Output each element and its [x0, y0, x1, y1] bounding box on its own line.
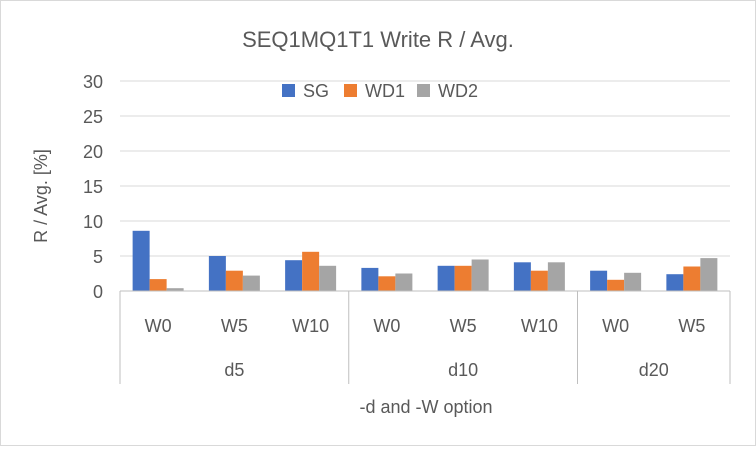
bar-wd2: [471, 259, 489, 291]
x-tick-label: W10: [521, 316, 558, 336]
y-tick-label: 20: [83, 142, 103, 162]
axes: 0 5 10 15 20 25 30 W0 W5 W10 W0 W5 W10 W0 W5 d5 d10 d20: [83, 72, 731, 384]
x-tick-label: W5: [221, 316, 248, 336]
group-label: d10: [448, 360, 478, 380]
bar-wd1: [454, 265, 472, 291]
bar-wd1: [149, 279, 167, 291]
bar-wd1: [225, 270, 243, 291]
bar-wd1: [378, 276, 396, 291]
y-tick-label: 5: [93, 247, 103, 267]
bar-wd2: [700, 258, 718, 291]
bar-sg: [361, 267, 379, 291]
bar-wd1: [530, 270, 548, 291]
bar-sg: [513, 262, 531, 291]
group-label: d5: [224, 360, 244, 380]
legend: SG WD1 WD2: [282, 81, 478, 101]
bar-sg: [666, 274, 684, 291]
bar-wd2: [624, 272, 642, 291]
bar-wd1: [302, 251, 320, 291]
legend-label-wd2: WD2: [438, 81, 478, 101]
x-tick-label: W0: [602, 316, 629, 336]
bar-wd2: [395, 273, 413, 291]
y-tick-label: 15: [83, 177, 103, 197]
x-tick-label: W0: [373, 316, 400, 336]
y-tick-label: 30: [83, 72, 103, 92]
y-axis-label: R / Avg. [%]: [31, 149, 51, 243]
bar-wd2: [319, 265, 337, 291]
bar-wd1: [683, 266, 701, 291]
y-tick-label: 25: [83, 107, 103, 127]
gridlines: [120, 80, 730, 257]
legend-swatch-sg: [282, 84, 295, 97]
bar-sg: [285, 260, 303, 291]
legend-label-wd1: WD1: [365, 81, 405, 101]
bars: [132, 230, 718, 291]
bar-sg: [437, 265, 455, 291]
y-tick-label: 0: [93, 282, 103, 302]
group-label: d20: [639, 360, 669, 380]
legend-label-sg: SG: [303, 81, 329, 101]
x-tick-label: W10: [292, 316, 329, 336]
bar-sg: [590, 270, 608, 291]
bar-wd2: [242, 275, 260, 291]
legend-swatch-wd1: [344, 84, 357, 97]
x-tick-label: W5: [678, 316, 705, 336]
y-tick-label: 10: [83, 212, 103, 232]
bar-wd2: [547, 262, 565, 291]
x-tick-label: W0: [145, 316, 172, 336]
legend-swatch-wd2: [417, 84, 430, 97]
bar-sg: [132, 230, 150, 291]
chart-title: SEQ1MQ1T1 Write R / Avg.: [242, 27, 514, 52]
bar-wd2: [166, 288, 184, 291]
bar-sg: [208, 256, 226, 291]
x-tick-label: W5: [450, 316, 477, 336]
x-axis-label: -d and -W option: [359, 397, 492, 417]
bar-wd1: [607, 279, 625, 291]
